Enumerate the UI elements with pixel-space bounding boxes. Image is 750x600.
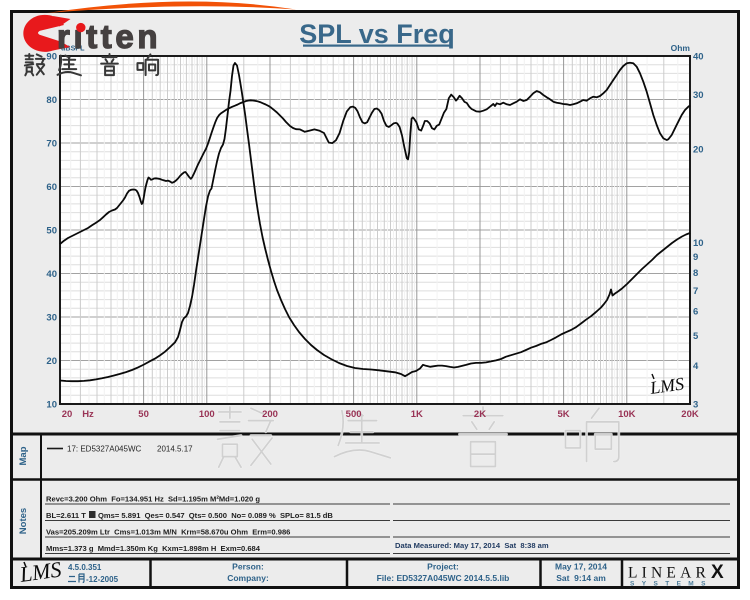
svg-text:80: 80: [46, 95, 57, 106]
svg-text:70: 70: [46, 139, 57, 150]
svg-text:9: 9: [693, 252, 698, 263]
svg-text:10: 10: [693, 238, 704, 249]
svg-text:100: 100: [199, 409, 215, 420]
svg-text:4.5.0.351: 4.5.0.351: [68, 563, 102, 572]
svg-text:4: 4: [693, 361, 699, 372]
svg-text:SPL vs Freq: SPL vs Freq: [299, 19, 455, 49]
svg-text:2014.5.17: 2014.5.17: [157, 445, 193, 454]
svg-text:60: 60: [46, 182, 57, 193]
svg-text:Map: Map: [18, 446, 29, 465]
svg-text:50: 50: [138, 409, 149, 420]
svg-text:10K: 10K: [618, 409, 636, 420]
svg-text:Sat 9:14 am: Sat 9:14 am: [556, 573, 606, 583]
svg-text:File: ED5327A045WC 2014.5.5.li: File: ED5327A045WC 2014.5.5.lib: [377, 573, 510, 583]
svg-text:Person:: Person:: [232, 562, 264, 572]
svg-text:8: 8: [693, 268, 698, 279]
svg-text:Data Measured: May 17, 2014 S: Data Measured: May 17, 2014 Sat 8:38 am: [395, 541, 549, 550]
svg-text:20: 20: [62, 409, 73, 420]
svg-text:Revc=3.200 Ohm Fo=134.951 Hz: Revc=3.200 Ohm Fo=134.951 Hz Sd=1.195m M…: [46, 495, 260, 504]
svg-text:Vas=205.209m Ltr Cms=1.013m M: Vas=205.209m Ltr Cms=1.013m M/N Krm=58.6…: [46, 528, 290, 537]
svg-text:50: 50: [46, 226, 57, 237]
svg-text:20: 20: [46, 356, 57, 367]
svg-text:30: 30: [693, 90, 704, 101]
svg-text:Hz: Hz: [82, 409, 94, 420]
svg-text:rıtten: rıtten: [57, 18, 161, 55]
svg-text:200: 200: [262, 409, 278, 420]
svg-text:1K: 1K: [411, 409, 423, 420]
svg-text:90: 90: [46, 52, 57, 63]
svg-text:-12-2005: -12-2005: [86, 575, 119, 584]
svg-text:May 17, 2014: May 17, 2014: [555, 562, 607, 572]
svg-text:7: 7: [693, 286, 698, 297]
svg-text:Notes: Notes: [18, 508, 29, 534]
svg-text:SYSTEMS: SYSTEMS: [630, 581, 713, 588]
svg-text:Mms=1.373 g Mmd=1.350m Kg Kx: Mms=1.373 g Mmd=1.350m Kg Kxm=1.898m H E…: [46, 544, 261, 553]
svg-text:10: 10: [46, 400, 57, 411]
svg-text:LMS: LMS: [17, 556, 63, 587]
svg-text:dBSPL: dBSPL: [61, 44, 85, 53]
svg-text:5K: 5K: [558, 409, 570, 420]
svg-text:40: 40: [693, 52, 704, 63]
svg-text:Qms= 5.891 Qes= 0.547 Qts= 0: Qms= 5.891 Qes= 0.547 Qts= 0.500 No= 0.0…: [98, 511, 333, 520]
svg-text:3: 3: [693, 400, 698, 411]
svg-text:Company:: Company:: [227, 573, 269, 583]
svg-text:BL=2.611 T: BL=2.611 T: [46, 511, 86, 520]
svg-text:LINEAR: LINEAR: [628, 565, 710, 582]
svg-text:6: 6: [693, 307, 698, 318]
svg-text:20K: 20K: [681, 409, 699, 420]
svg-text:Project:: Project:: [427, 562, 459, 572]
svg-text:5: 5: [693, 331, 699, 342]
svg-text:17: ED5327A045WC: 17: ED5327A045WC: [67, 445, 141, 454]
svg-text:30: 30: [46, 313, 57, 324]
svg-text:Ohm: Ohm: [671, 43, 691, 53]
svg-text:2K: 2K: [474, 409, 486, 420]
svg-text:40: 40: [46, 269, 57, 280]
svg-text:X: X: [711, 562, 724, 583]
svg-text:500: 500: [346, 409, 362, 420]
svg-text:20: 20: [693, 145, 704, 156]
